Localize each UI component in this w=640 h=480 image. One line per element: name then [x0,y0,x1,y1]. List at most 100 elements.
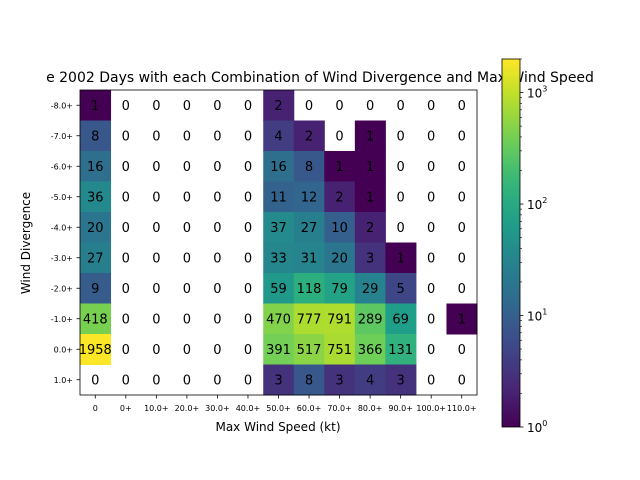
cell-value-label: 4 [274,129,282,144]
heatmap-cell [293,120,325,152]
cell-value-label: 777 [297,312,322,327]
cell-value-label: 131 [388,343,413,358]
cell-value-label: 0 [244,160,252,175]
colorbar: 100 101 102 103 [501,58,547,435]
cell-value-label: 0 [122,251,130,266]
cell-value-label: 0 [458,282,466,297]
heatmap-cell [263,212,295,243]
cell-value-label: 1958 [79,343,112,358]
cell-value-label: 0 [152,221,160,236]
cell-value-label: 31 [301,251,318,266]
x-tick-label: 50.0+ [266,404,291,413]
heatmap-cell [80,120,112,152]
cell-value-label: 79 [331,282,348,297]
heatmap-cell [354,273,386,304]
y-axis: -8.0+ -7.0+ -6.0+ -5.0+ -4.0+ -3.0+ -2.0+ -1.0+… [51,101,80,385]
heatmap-cell [263,303,295,335]
cell-value-label: 0 [366,99,374,114]
x-tick-label: 0+ [120,404,132,413]
heatmap-cell [80,242,112,274]
heatmap-cell [385,334,417,365]
cell-value-label: 0 [427,190,435,205]
y-tick-label: 1.0+ [54,376,73,385]
cell-value-label: 418 [83,312,108,327]
cell-value-label: 0 [397,129,405,144]
cell-value-label: 0 [152,129,160,144]
y-tick-label: -5.0+ [51,193,73,202]
cell-value-label: 27 [301,221,318,236]
heatmap-cell [80,151,112,182]
cell-value-label: 0 [213,221,221,236]
cell-value-label: 8 [91,129,99,144]
cell-value-label: 0 [152,251,160,266]
cell-value-label: 0 [335,129,343,144]
x-tick-label: 90.0+ [388,404,413,413]
heatmap-cell [385,364,417,396]
cell-value-label: 0 [183,373,191,388]
heatmap-cell [293,212,325,243]
cell-value-label: 0 [305,99,313,114]
cell-value-label: 1 [458,312,466,327]
heatmap-cell [324,303,356,335]
cell-value-label: 0 [458,99,466,114]
cell-value-label: 0 [335,99,343,114]
cell-value-label: 0 [122,129,130,144]
heatmap-cell [80,334,112,365]
cell-value-label: 118 [297,282,322,297]
x-tick-label: 30.0+ [205,404,230,413]
cell-value-label: 0 [397,160,405,175]
cell-value-label: 8 [305,373,313,388]
heatmap-cell [263,273,295,304]
cell-value-label: 0 [152,282,160,297]
colorbar-tick-label: 100 [527,419,547,435]
cell-value-label: 0 [458,129,466,144]
x-tick-label: 10.0+ [144,404,169,413]
cell-value-label: 0 [213,312,221,327]
heatmap-cell [263,242,295,274]
heatmap-cell [324,181,356,213]
cell-value-label: 3 [335,373,343,388]
cell-value-label: 0 [152,99,160,114]
y-tick-label: 0.0+ [54,345,73,354]
heatmap-cell [80,212,112,243]
cell-value-label: 1 [366,129,374,144]
cell-value-label: 0 [152,160,160,175]
cell-value-label: 69 [392,312,409,327]
cell-value-label: 0 [213,129,221,144]
cell-value-label: 0 [122,312,130,327]
heatmap-cell [293,273,325,304]
cell-value-label: 0 [458,221,466,236]
heatmap-cells [80,90,478,396]
cell-value-label: 1 [91,99,99,114]
cell-value-label: 0 [213,343,221,358]
x-tick-label: 100.0+ [416,404,446,413]
heatmap-cell [354,151,386,182]
cell-value-label: 0 [183,282,191,297]
cell-value-label: 0 [458,190,466,205]
cell-value-label: 0 [183,190,191,205]
x-axis-label: Max Wind Speed (kt) [215,420,340,434]
cell-value-label: 0 [213,373,221,388]
cell-value-label: 29 [362,282,379,297]
cell-value-label: 0 [183,251,191,266]
y-tick-label: -6.0+ [51,162,73,171]
cell-value-label: 3 [397,373,405,388]
heatmap-cell [324,334,356,365]
cell-value-label: 0 [152,373,160,388]
cell-value-label: 4 [366,373,374,388]
cell-value-label: 0 [122,343,130,358]
colorbar-tick-label: 103 [527,85,547,101]
cell-value-label: 0 [122,160,130,175]
cell-value-label: 2 [335,190,343,205]
heatmap-cell [324,364,356,396]
cell-value-label: 791 [327,312,352,327]
cell-value-label: 10 [331,221,348,236]
colorbar-tick-label: 101 [527,308,547,324]
heatmap-cell [263,120,295,152]
colorbar-tick-label: 102 [527,196,547,212]
cell-value-label: 0 [213,282,221,297]
cell-value-label: 8 [305,160,313,175]
heatmap-cell [80,303,112,335]
cell-value-label: 27 [87,251,104,266]
cell-value-label: 0 [427,312,435,327]
